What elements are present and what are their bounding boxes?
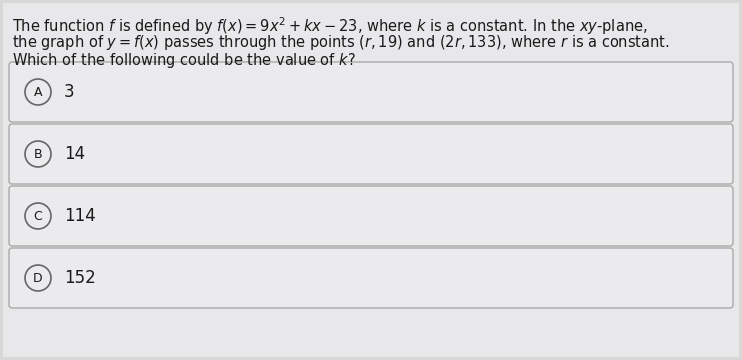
FancyBboxPatch shape xyxy=(9,248,733,308)
Circle shape xyxy=(25,203,51,229)
Text: A: A xyxy=(33,85,42,99)
Text: 152: 152 xyxy=(64,269,96,287)
Circle shape xyxy=(25,141,51,167)
Circle shape xyxy=(25,265,51,291)
Text: The function $f$ is defined by $f(x) = 9x^2 + kx - 23$, where $k$ is a constant.: The function $f$ is defined by $f(x) = 9… xyxy=(12,15,648,37)
Text: Which of the following could be the value of $k$?: Which of the following could be the valu… xyxy=(12,51,356,70)
Text: C: C xyxy=(33,210,42,222)
Circle shape xyxy=(25,79,51,105)
Text: 14: 14 xyxy=(64,145,85,163)
FancyBboxPatch shape xyxy=(9,186,733,246)
Text: D: D xyxy=(33,271,43,284)
FancyBboxPatch shape xyxy=(9,124,733,184)
Text: the graph of $y = f(x)$ passes through the points $(r, 19)$ and $(2r, 133)$, whe: the graph of $y = f(x)$ passes through t… xyxy=(12,33,670,52)
FancyBboxPatch shape xyxy=(3,3,739,357)
Text: B: B xyxy=(33,148,42,161)
FancyBboxPatch shape xyxy=(9,62,733,122)
Text: 3: 3 xyxy=(64,83,75,101)
Text: 114: 114 xyxy=(64,207,96,225)
